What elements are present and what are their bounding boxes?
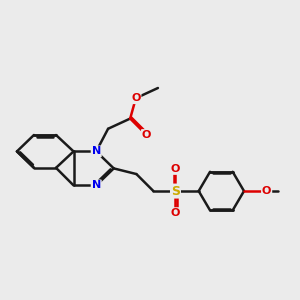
Text: S: S — [171, 184, 180, 198]
Text: N: N — [92, 180, 101, 190]
Text: O: O — [131, 93, 140, 103]
Text: O: O — [171, 164, 180, 174]
Text: O: O — [262, 186, 271, 196]
Text: N: N — [92, 146, 101, 156]
Text: O: O — [142, 130, 151, 140]
Text: O: O — [171, 208, 180, 218]
